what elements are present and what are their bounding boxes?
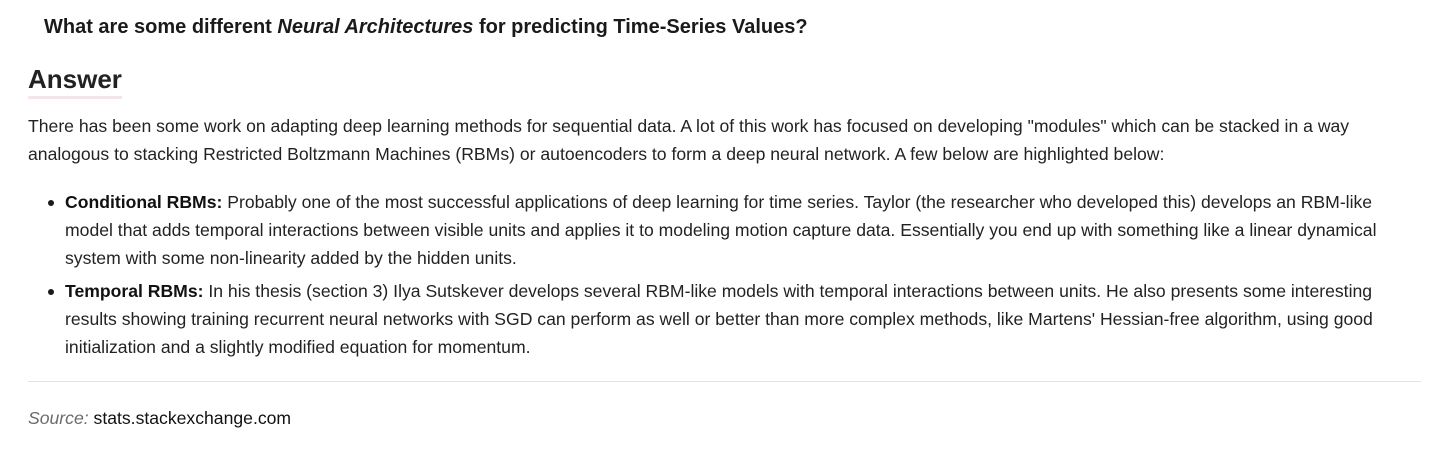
list-item-conditional-rbms: Conditional RBMs: Probably one of the mo…: [28, 188, 1423, 272]
item-title: Conditional RBMs:: [65, 192, 223, 212]
source-label: Source:: [28, 408, 89, 428]
item-text: Probably one of the most successful appl…: [65, 192, 1377, 268]
item-text: In his thesis (section 3) Ilya Sutskever…: [65, 281, 1373, 357]
answer-intro: There has been some work on adapting dee…: [28, 116, 1350, 164]
list-item-temporal-rbms: Temporal RBMs: In his thesis (section 3)…: [28, 277, 1423, 361]
answer-heading: Answer: [28, 62, 122, 99]
source-link[interactable]: stats.stackexchange.com: [93, 408, 292, 428]
source-line: Source: stats.stackexchange.com: [28, 405, 291, 431]
question-prefix: What are some different: [44, 16, 278, 38]
bullet-icon: [48, 289, 54, 295]
question-title: What are some different Neural Architect…: [44, 13, 808, 41]
divider: [28, 381, 1421, 382]
question-suffix: for predicting Time-Series Values?: [473, 16, 808, 38]
architecture-list: Conditional RBMs: Probably one of the mo…: [28, 188, 1423, 366]
item-title: Temporal RBMs:: [65, 281, 204, 301]
question-emphasis: Neural Architectures: [277, 16, 474, 38]
bullet-icon: [48, 200, 54, 206]
